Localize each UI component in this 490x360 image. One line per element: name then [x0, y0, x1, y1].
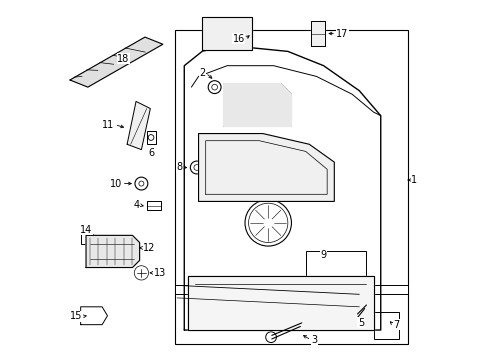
Circle shape [212, 84, 218, 90]
Bar [81, 234, 93, 244]
Text: 5: 5 [358, 318, 364, 328]
Circle shape [209, 29, 217, 38]
Circle shape [134, 266, 148, 280]
Bar [230, 97, 239, 118]
Circle shape [194, 165, 199, 170]
Polygon shape [127, 102, 150, 150]
Text: 4: 4 [133, 200, 140, 210]
Polygon shape [311, 21, 325, 46]
Circle shape [223, 29, 231, 38]
Text: 1: 1 [411, 175, 417, 185]
Circle shape [352, 312, 361, 321]
Bar [147, 202, 161, 210]
Polygon shape [184, 48, 381, 330]
Polygon shape [198, 134, 334, 202]
Circle shape [139, 181, 144, 186]
Text: 14: 14 [80, 225, 92, 235]
Bar [373, 312, 398, 339]
Circle shape [245, 200, 292, 246]
Text: 8: 8 [176, 162, 182, 172]
Bar [259, 97, 267, 118]
Polygon shape [202, 18, 252, 50]
Circle shape [208, 81, 221, 94]
Text: 6: 6 [148, 148, 154, 158]
Text: 18: 18 [118, 54, 130, 64]
Bar [245, 97, 253, 118]
Circle shape [237, 29, 245, 38]
Text: 2: 2 [199, 68, 206, 78]
Text: 10: 10 [109, 179, 122, 189]
Circle shape [248, 203, 288, 243]
Polygon shape [70, 37, 163, 87]
Text: 11: 11 [102, 120, 115, 130]
Circle shape [137, 269, 146, 277]
Polygon shape [81, 307, 107, 325]
Circle shape [135, 177, 148, 190]
Polygon shape [188, 276, 373, 330]
Text: 3: 3 [311, 335, 317, 345]
Text: 7: 7 [393, 320, 399, 330]
Bar [273, 97, 281, 118]
Bar [175, 30, 408, 344]
Bar [306, 251, 367, 276]
Circle shape [148, 135, 154, 140]
Text: 13: 13 [154, 268, 166, 278]
Polygon shape [86, 235, 140, 267]
Circle shape [266, 332, 276, 342]
Bar [147, 131, 156, 144]
Text: 16: 16 [233, 34, 245, 44]
Text: 12: 12 [143, 243, 155, 253]
Bar [175, 285, 408, 294]
Text: 15: 15 [70, 311, 82, 321]
Circle shape [190, 161, 203, 174]
Text: 9: 9 [320, 250, 327, 260]
Polygon shape [223, 84, 292, 126]
Text: 17: 17 [336, 28, 348, 39]
